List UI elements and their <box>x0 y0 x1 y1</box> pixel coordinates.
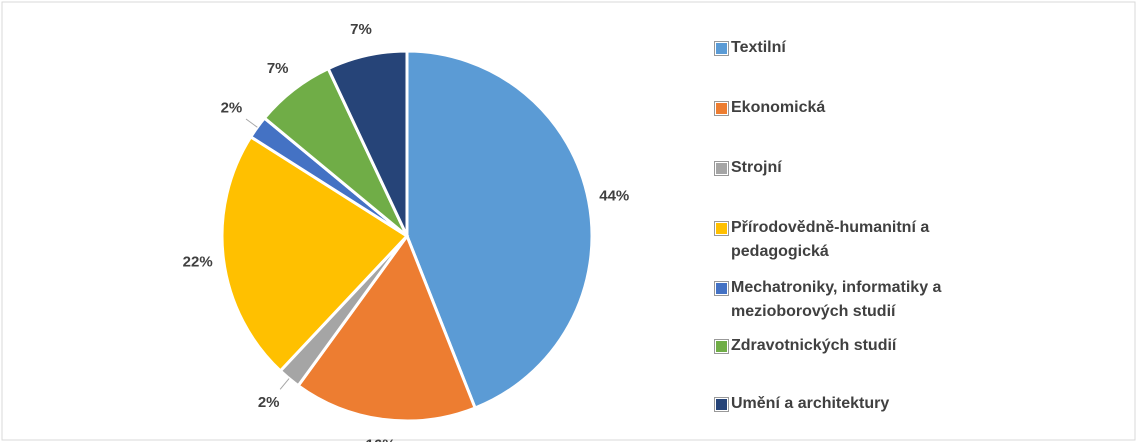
data-label: 7% <box>267 60 289 77</box>
legend-swatch <box>715 162 728 175</box>
legend-swatch <box>715 102 728 115</box>
legend-item: Přírodovědně-humanitní a pedagogická <box>715 216 1115 264</box>
legend-item: Strojní <box>715 156 1115 180</box>
legend-swatch <box>715 222 728 235</box>
data-label: 16% <box>366 436 396 442</box>
pie-slice <box>220 134 410 373</box>
legend-item: Zdravotnických studií <box>715 334 1115 358</box>
legend-label: Mechatroniky, informatiky a mezioborovýc… <box>731 279 942 320</box>
data-label: 22% <box>183 253 213 270</box>
data-label: 2% <box>258 394 280 411</box>
legend-swatch <box>715 42 728 55</box>
legend-label: Zdravotnických studií <box>731 337 897 354</box>
pie-slice <box>405 49 594 410</box>
pie-slice <box>326 49 409 237</box>
legend-swatch <box>715 340 728 353</box>
leader-line <box>245 118 258 128</box>
legend-swatch <box>715 398 728 411</box>
data-label: 44% <box>599 187 629 204</box>
legend-label: Umění a architektury <box>731 395 890 412</box>
data-label: 2% <box>221 99 243 116</box>
legend-item: Mechatroniky, informatiky a mezioborovýc… <box>715 276 1115 324</box>
legend-item: Textilní <box>715 36 1115 60</box>
leader-line <box>279 378 290 390</box>
data-label: 7% <box>350 21 372 38</box>
legend-label: Přírodovědně-humanitní a pedagogická <box>731 219 930 260</box>
legend-label: Strojní <box>731 159 782 176</box>
legend-label: Textilní <box>731 39 786 56</box>
legend-item: Ekonomická <box>715 96 1115 120</box>
legend-item: Umění a architektury <box>715 392 1115 416</box>
legend-label: Ekonomická <box>731 99 826 116</box>
pie-slice <box>296 232 478 423</box>
legend-swatch <box>715 282 728 295</box>
